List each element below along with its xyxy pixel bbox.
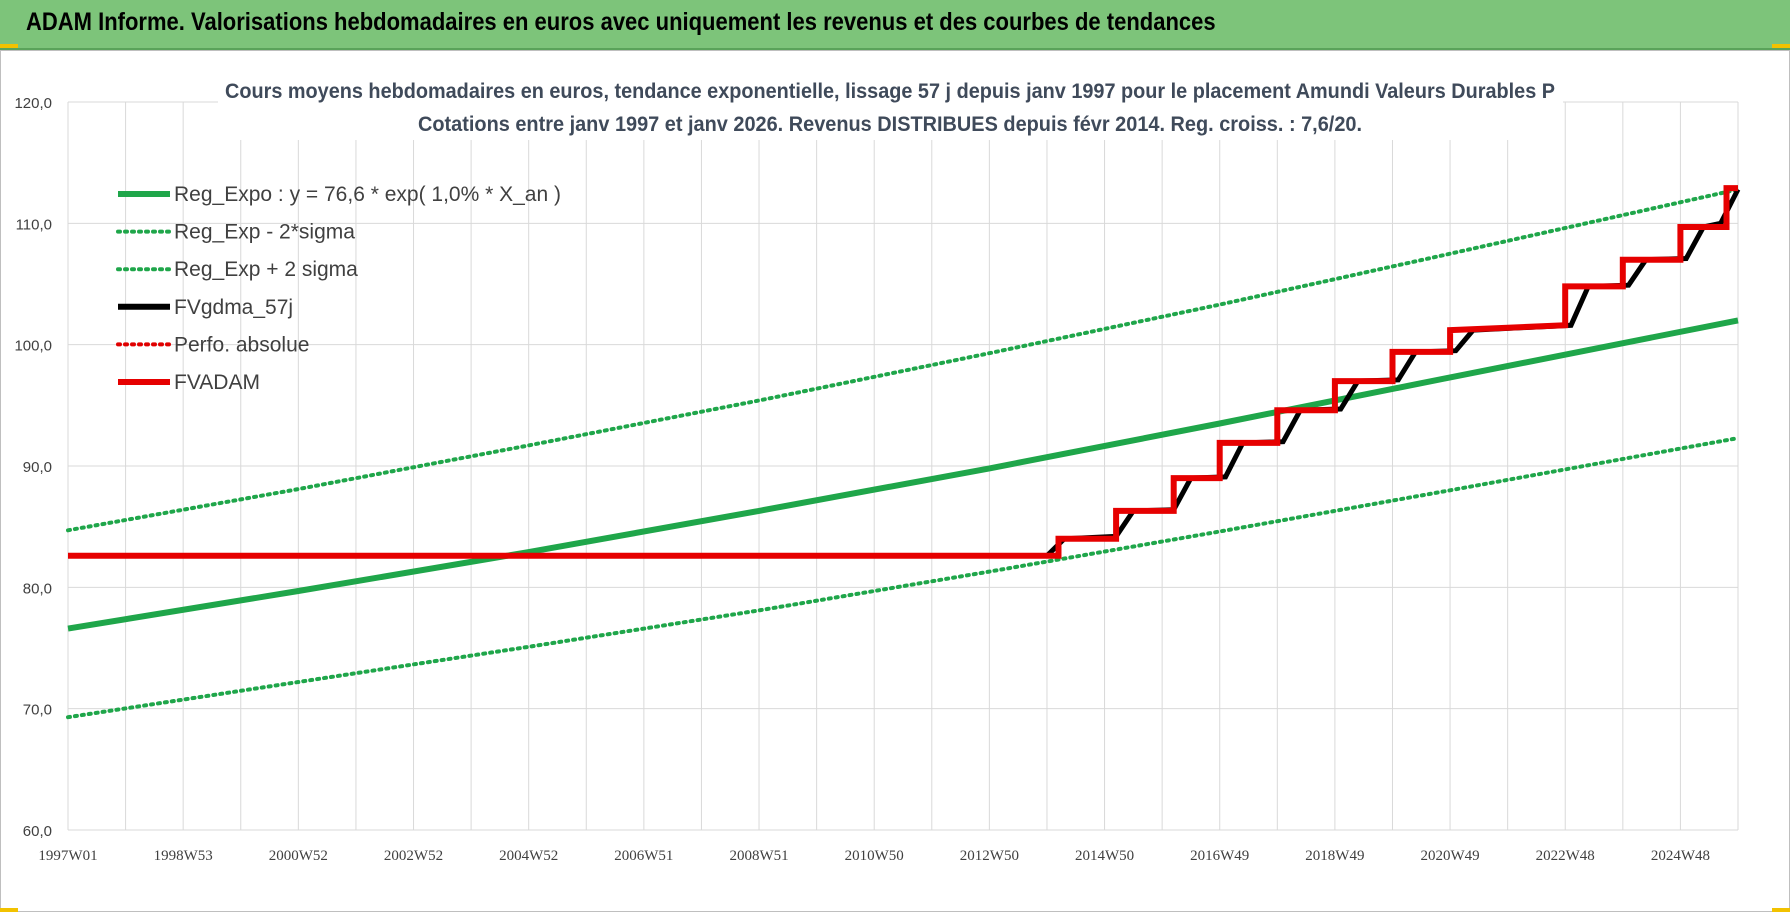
y-axis-ticks: 60,0 70,0 80,0 90,0 100,0 110,0 120,0 [14, 95, 52, 840]
grid-lines [67, 101, 1739, 831]
x-tick-label: 2024W48 [1651, 848, 1710, 864]
y-tick-label: 90,0 [23, 459, 52, 476]
corner-mark-bottom-right [1772, 908, 1790, 912]
series-line [67, 317, 1739, 632]
legend-label: Reg_Expo : y = 76,6 * exp( 1,0% * X_an ) [174, 183, 561, 206]
corner-mark-top-right [1772, 44, 1790, 48]
x-tick-label: 2012W50 [960, 848, 1019, 864]
x-tick-label: 2006W51 [614, 848, 673, 864]
x-tick-label: 2004W52 [499, 848, 558, 864]
y-tick-label: 60,0 [23, 823, 52, 840]
x-tick-label: 2008W51 [729, 848, 788, 864]
corner-mark-bottom-left [0, 908, 18, 912]
legend-label: Reg_Exp + 2 sigma [174, 258, 358, 281]
y-tick-label: 80,0 [23, 580, 52, 597]
report-title: ADAM Informe. Valorisations hebdomadaire… [26, 8, 1216, 36]
x-tick-label: 2022W48 [1536, 848, 1595, 864]
x-tick-label: 1997W01 [38, 848, 97, 864]
x-tick-label: 1998W53 [154, 848, 213, 864]
y-tick-label: 110,0 [16, 216, 52, 233]
x-tick-label: 2010W50 [845, 848, 904, 864]
x-tick-label: 2020W49 [1420, 848, 1479, 864]
chart-legend: Reg_Expo : y = 76,6 * exp( 1,0% * X_an )… [116, 183, 561, 394]
legend-label: Reg_Exp - 2*sigma [174, 221, 355, 244]
legend-label: Perfo. absolue [174, 333, 309, 356]
report-banner: ADAM Informe. Valorisations hebdomadaire… [0, 0, 1790, 50]
y-tick-label: 120,0 [14, 95, 52, 112]
series-lines [66, 185, 1741, 720]
x-tick-label: 2014W50 [1075, 848, 1134, 864]
x-tick-label: 2002W52 [384, 848, 443, 864]
x-axis-ticks: 1997W01 1998W53 2000W52 2002W52 2004W52 2006W… [38, 848, 1710, 864]
y-tick-label: 100,0 [14, 338, 52, 355]
chart-title: Cours moyens hebdomadaires en euros, ten… [225, 80, 1555, 103]
series-line [66, 436, 1740, 720]
series-line [66, 187, 1740, 533]
corner-mark-top-left [0, 44, 18, 48]
chart-subtitle: Cotations entre janv 1997 et janv 2026. … [418, 113, 1362, 136]
legend-label: FVADAM [174, 371, 260, 394]
x-tick-label: 2018W49 [1305, 848, 1364, 864]
y-tick-label: 70,0 [23, 702, 52, 719]
legend-label: FVgdma_57j [174, 296, 293, 319]
x-tick-label: 2016W49 [1190, 848, 1249, 864]
x-tick-label: 2000W52 [269, 848, 328, 864]
chart-title-box: Cours moyens hebdomadaires en euros, ten… [218, 70, 1563, 140]
series-line [68, 185, 1738, 559]
